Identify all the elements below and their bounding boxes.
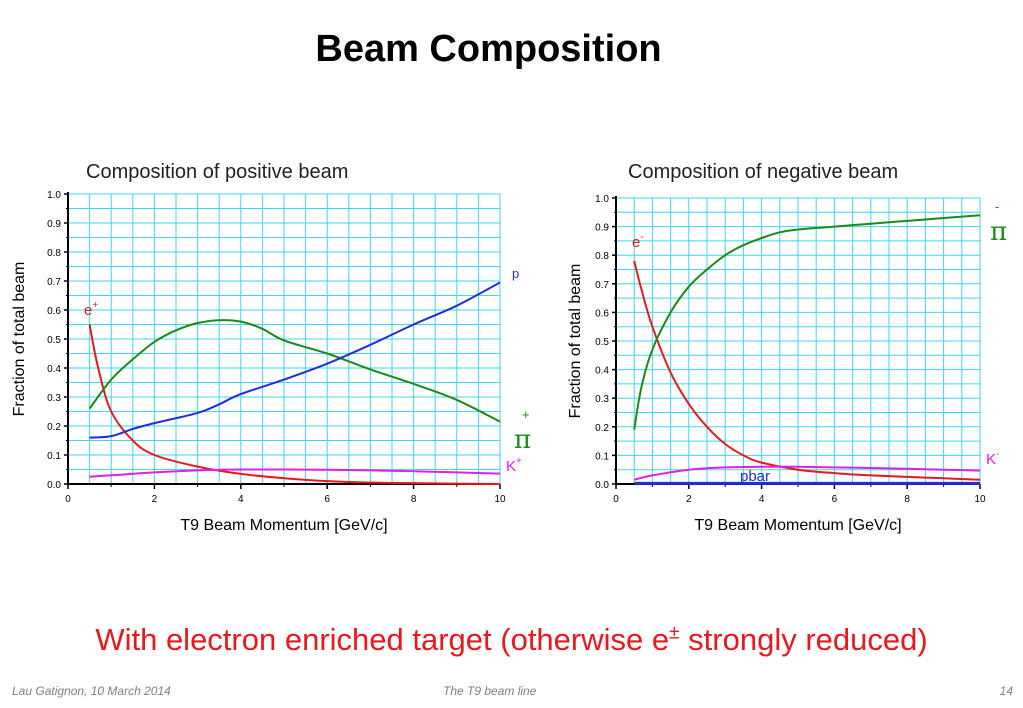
- label-eplus: e+: [84, 300, 98, 319]
- y-tick-label: 0.0: [47, 480, 61, 491]
- label-piminus: π: [990, 217, 1007, 247]
- label-kminus: K-: [986, 449, 999, 468]
- y-tick-label: 0.5: [47, 335, 61, 346]
- series-line-eplus: [88, 324, 501, 485]
- x-tick-label: 6: [832, 494, 838, 505]
- note-prefix: With electron enriched target (otherwise…: [95, 622, 670, 657]
- note-superscript: ±: [669, 622, 680, 644]
- y-tick-label: 0.4: [47, 364, 61, 375]
- y-tick-label: 0.4: [595, 366, 609, 377]
- y-tick-label: 0.9: [595, 223, 609, 234]
- y-tick-label: 0.5: [595, 337, 609, 348]
- y-tick-label: 0.3: [595, 394, 609, 405]
- y-tick-label: 1.0: [595, 194, 609, 205]
- y-tick-label: 0.9: [47, 219, 61, 230]
- label-superscript: +: [92, 300, 98, 311]
- chart-title: Composition of positive beam: [86, 161, 348, 183]
- footer-title: The T9 beam line: [443, 684, 537, 698]
- series-line-piminus: [633, 214, 981, 430]
- series-line-p: [89, 281, 501, 439]
- series-line-kplus: [89, 468, 501, 478]
- label-eminus: e-: [632, 232, 644, 251]
- series-line-piplus: [88, 319, 501, 423]
- page-number: 14: [999, 684, 1013, 698]
- series-line-eminus: [633, 260, 981, 481]
- x-tick-label: 10: [494, 494, 506, 505]
- label-pbar: pbar: [740, 468, 770, 485]
- label-piplus: π: [514, 425, 531, 455]
- y-tick-label: 0.6: [47, 306, 61, 317]
- y-tick-label: 0.7: [47, 277, 61, 288]
- y-tick-label: 0.7: [595, 280, 609, 291]
- y-tick-label: 0.1: [47, 451, 61, 462]
- y-tick-label: 1.0: [47, 190, 61, 201]
- x-tick-label: 0: [613, 494, 619, 505]
- y-tick-label: 0.2: [595, 423, 609, 434]
- x-axis-label: T9 Beam Momentum [GeV/c]: [180, 517, 387, 534]
- enriched-target-note: With electron enriched target (otherwise…: [0, 622, 1023, 658]
- label-superscript: -: [996, 449, 999, 460]
- x-tick-label: 0: [65, 494, 71, 505]
- y-tick-label: 0.0: [595, 480, 609, 491]
- y-tick-label: 0.3: [47, 393, 61, 404]
- grid: [615, 197, 981, 485]
- x-tick-label: 4: [759, 494, 765, 505]
- y-axis-label: Fraction of total beam: [567, 264, 584, 419]
- label-superscript: -: [640, 232, 643, 243]
- x-tick-label: 10: [974, 494, 986, 505]
- x-tick-label: 2: [152, 494, 158, 505]
- note-suffix: strongly reduced): [679, 622, 928, 657]
- grid: [67, 193, 501, 485]
- chart-title: Composition of negative beam: [628, 161, 898, 183]
- footer-author-date: Lau Gatignon, 10 March 2014: [12, 684, 171, 698]
- x-tick-label: 4: [238, 494, 244, 505]
- series-line-kminus: [633, 465, 981, 481]
- x-tick-label: 6: [324, 494, 330, 505]
- x-tick-label: 2: [686, 494, 692, 505]
- y-tick-label: 0.2: [47, 422, 61, 433]
- x-tick-label: 8: [904, 494, 910, 505]
- negative-beam-chart: Composition of negative beam 0.0 0.1 0.2 0.3…: [567, 161, 1007, 534]
- label-superscript: +: [522, 407, 530, 422]
- positive-beam-chart: Composition of positive beam 0.0 0.1 0.2 0.3…: [11, 161, 531, 534]
- label-superscript: -: [995, 199, 999, 214]
- y-axis-label: Fraction of total beam: [11, 262, 28, 417]
- slide-title: Beam Composition: [315, 28, 662, 70]
- label-kplus: K+: [506, 456, 522, 475]
- x-axis-label: T9 Beam Momentum [GeV/c]: [694, 517, 901, 534]
- label-p: p: [512, 266, 519, 281]
- y-tick-label: 0.6: [595, 308, 609, 319]
- y-tick-label: 0.8: [595, 251, 609, 262]
- label-superscript: +: [516, 456, 522, 467]
- x-tick-label: 8: [411, 494, 417, 505]
- y-tick-label: 0.8: [47, 248, 61, 259]
- y-tick-label: 0.1: [595, 451, 609, 462]
